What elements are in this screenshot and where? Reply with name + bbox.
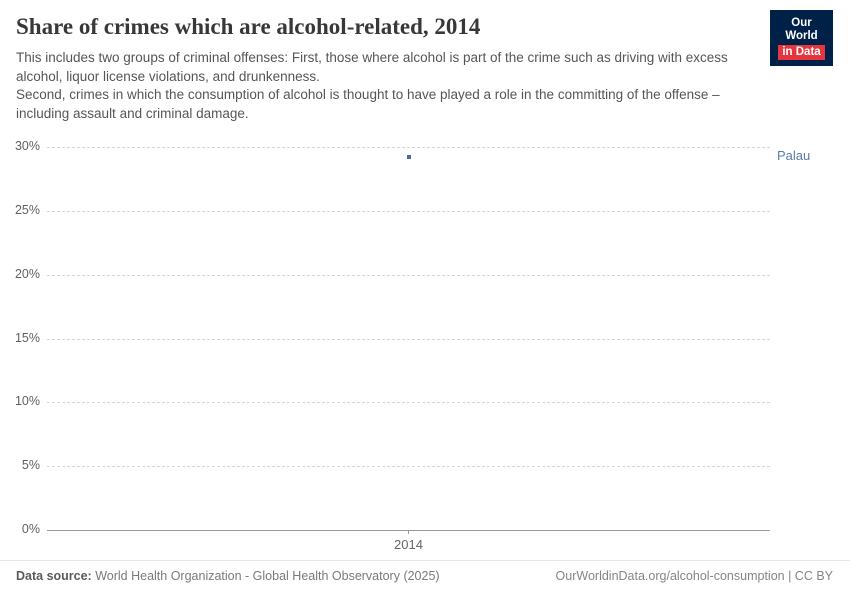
y-tick-label: 20% xyxy=(14,266,40,281)
y-tick-label: 10% xyxy=(14,394,40,409)
chart-subtitle: This includes two groups of criminal off… xyxy=(16,49,746,123)
gridline xyxy=(47,338,770,340)
data-source-text: Data source: World Health Organization -… xyxy=(16,569,440,583)
chart-title: Share of crimes which are alcohol-relate… xyxy=(16,14,481,39)
y-tick-label: 5% xyxy=(21,458,40,473)
gridline xyxy=(47,466,770,468)
footer-link[interactable]: OurWorldinData.org/alcohol-consumption |… xyxy=(555,569,833,583)
y-tick-label: 25% xyxy=(14,202,40,217)
footer: Data source: World Health Organization -… xyxy=(16,569,833,583)
data-source-label: Data source: xyxy=(16,569,92,583)
entity-label-palau[interactable]: Palau xyxy=(777,148,811,164)
data-source-value: World Health Organization - Global Healt… xyxy=(91,569,440,583)
data-point-palau[interactable] xyxy=(406,155,411,160)
owid-logo[interactable]: Our World in Data xyxy=(770,10,833,66)
plot-area: Palau 0% 5% 10% 15% 20% 25% 30% 2014 xyxy=(15,139,810,552)
gridline xyxy=(47,274,770,276)
footer-divider xyxy=(0,560,850,561)
y-tick-label: 30% xyxy=(14,139,40,153)
x-tick-label: 2014 xyxy=(394,537,423,552)
subtitle-line-2: Second, crimes in which the consumption … xyxy=(16,87,720,121)
owid-logo-line1: Our World xyxy=(785,17,818,42)
owid-logo-line2: in Data xyxy=(778,45,825,60)
x-tick-mark xyxy=(408,530,409,534)
y-tick-label: 0% xyxy=(21,522,40,536)
gridline xyxy=(47,147,770,148)
y-tick-label: 15% xyxy=(14,330,40,345)
subtitle-line-1: This includes two groups of criminal off… xyxy=(16,50,728,84)
gridline xyxy=(47,402,770,404)
gridline xyxy=(47,210,770,212)
